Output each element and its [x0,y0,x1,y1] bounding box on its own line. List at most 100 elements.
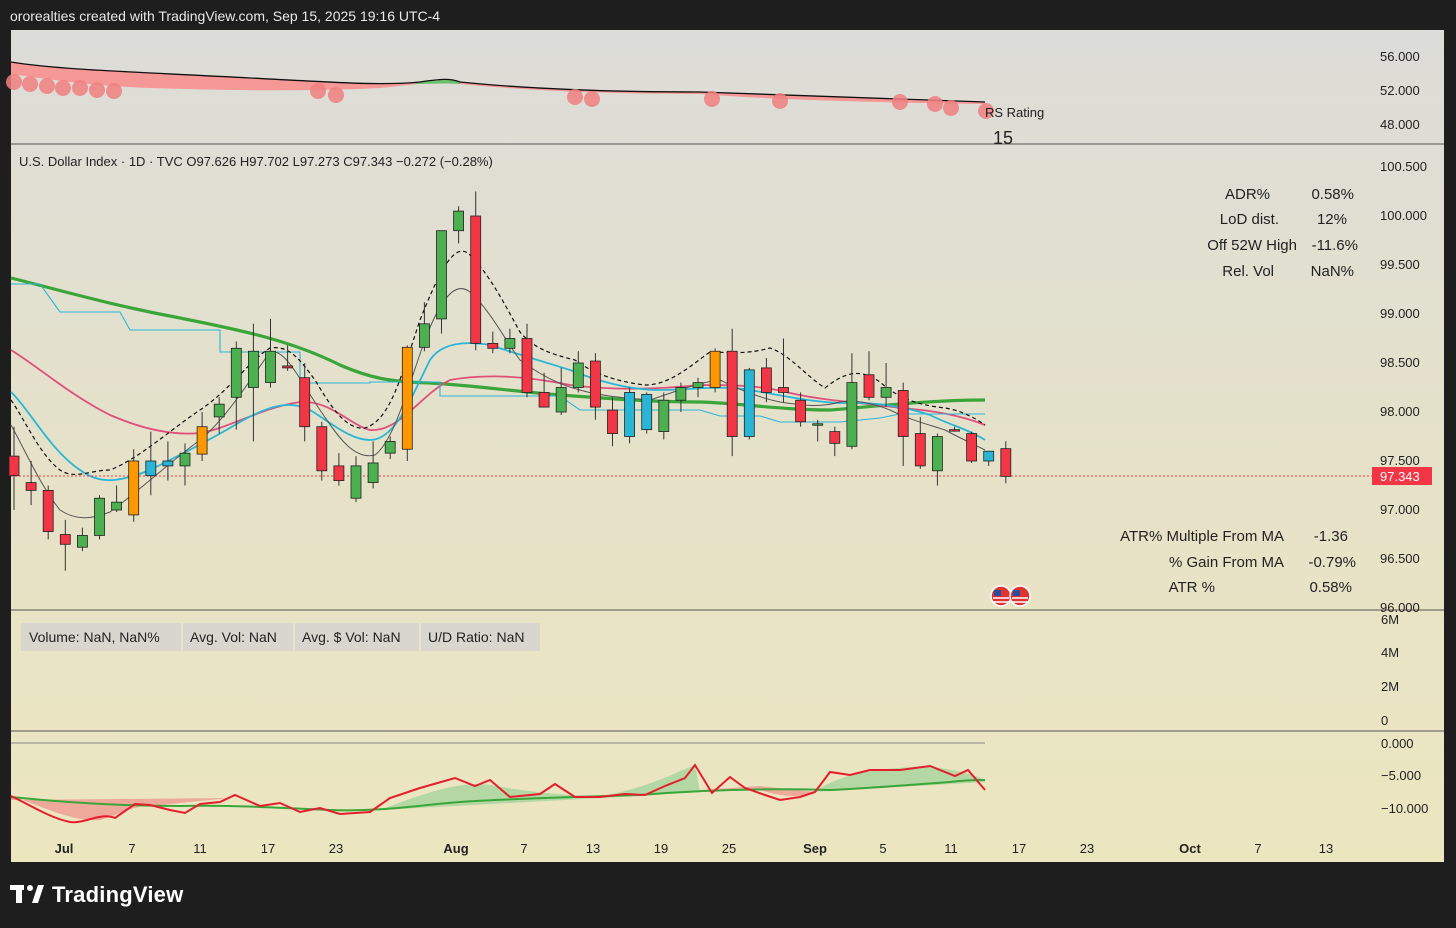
candle [949,426,960,432]
candle [367,441,379,489]
candle-body [265,350,276,383]
candle-body [846,382,858,447]
candle [145,431,157,496]
candle-body [914,433,926,467]
ma50-line [10,276,986,412]
candle-body [401,346,413,450]
candle [761,358,772,403]
candle [384,436,396,460]
candle [846,353,858,450]
candle-body [42,489,54,532]
volume-tick: 6M [1381,612,1399,627]
candle [179,443,191,486]
candle-body [795,399,806,423]
candle-body [761,367,772,393]
candle-body [624,391,635,437]
candle [487,331,499,354]
candle-body [25,482,37,491]
candles-group [8,191,1012,571]
candle [812,419,824,442]
x-tick-label: Jul [55,841,74,856]
price-tick: 96.000 [1380,600,1420,615]
candle-body [504,338,516,349]
stat-value: -0.79% [1308,554,1356,571]
candle [914,416,926,469]
candle-body [607,409,618,434]
stat-value: 12% [1317,211,1347,228]
x-tick-label: 11 [944,841,958,856]
candle [709,348,721,393]
stats-bottom: ATR% Multiple From MA -1.36 % Gain From … [1120,528,1356,596]
volume-tick: 2M [1381,679,1399,694]
candle-body [572,362,584,388]
candle [333,453,345,486]
candle [504,328,516,354]
candle-body [590,360,601,408]
stat-label: ATR% Multiple From MA [1120,528,1284,545]
candle-body [8,455,20,477]
cyan-step-line [11,283,985,423]
candle [692,377,704,398]
us-flag-icon[interactable] [990,585,1031,607]
candle [624,387,635,444]
candle-body [641,393,653,431]
candle-body [247,350,259,388]
candle [8,426,20,510]
candle [675,382,687,412]
candle [316,421,328,481]
candle-body [897,390,909,437]
candle [932,433,943,486]
tradingview-logo[interactable]: TradingView [10,880,183,910]
price-tick: 99.500 [1380,257,1420,272]
x-tick-label: 25 [722,841,736,856]
candle-body [282,365,294,369]
stats-top: ADR% 0.58% LoD dist. 12% Off 52W High -1… [1207,186,1358,280]
volume-tag-bg [183,623,293,651]
stat-value: 0.58% [1309,579,1352,596]
volume-tag: Avg. Vol: NaN [190,629,277,645]
price-tick: 97.500 [1380,453,1420,468]
osc-panel: 0.000 −5.000 −10.000 [10,736,1428,824]
price-tick: 97.000 [1380,502,1420,517]
candle [25,461,37,506]
rs-value: 15 [993,128,1013,148]
x-tick-label: 23 [329,841,343,856]
candle [247,323,259,442]
x-tick-label: 19 [654,841,668,856]
candle [418,302,430,352]
chart-credit: ororealties created with TradingView.com… [10,8,441,24]
candle [555,367,567,415]
candle-body [829,431,841,444]
rs-green-fill [415,79,460,84]
candle [213,397,225,434]
ma20-line [10,349,986,435]
last-price-text: 97.343 [1380,469,1420,484]
x-tick-label: 11 [193,841,207,856]
x-tick-label: 13 [1319,841,1333,856]
stat-label: ATR % [1169,579,1215,596]
candle-body [111,501,122,511]
candle [863,351,875,401]
stat-value: -1.36 [1314,528,1348,545]
candle-body [384,440,396,454]
candle [265,318,276,388]
candle-body [145,460,157,477]
candle [230,341,242,430]
x-tick-label: 17 [1012,841,1026,856]
candle [880,363,892,408]
candle-body [77,535,88,548]
candle [897,382,909,466]
price-tick: 96.500 [1380,551,1420,566]
volume-panel: Volume: NaN, NaN% Avg. Vol: NaN Avg. $ V… [21,612,1399,728]
candle-body [949,429,960,432]
price-tick: 98.000 [1380,404,1420,419]
x-tick-label: 13 [586,841,600,856]
rs-dots [6,74,994,119]
candle [966,431,977,463]
osc-signal-line [10,779,986,812]
candle-body [880,387,892,398]
candle [658,392,670,440]
x-tick-label: 23 [1080,841,1094,856]
x-tick-label: Aug [443,841,468,856]
candle-body [692,382,704,388]
